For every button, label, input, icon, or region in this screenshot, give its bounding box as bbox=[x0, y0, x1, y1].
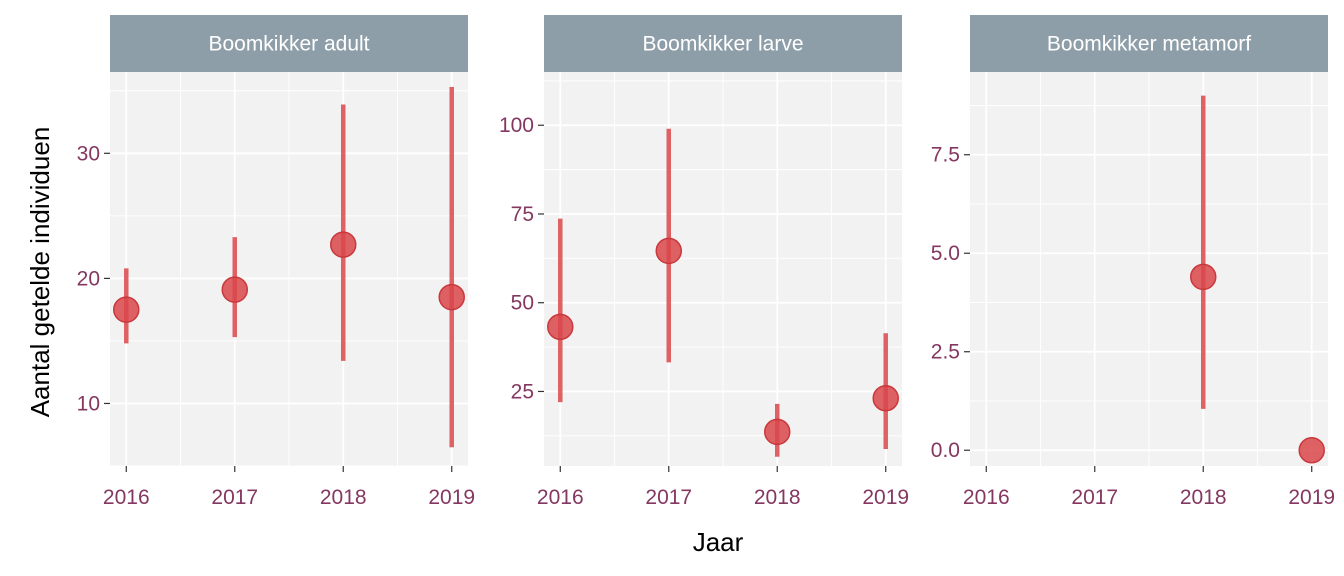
x-tick-label: 2016 bbox=[103, 486, 150, 509]
y-tick-label: 0.0 bbox=[931, 439, 960, 462]
facet-panel-1: 10 20 30 2016 2017 2018 2019 Boomkikker adult bbox=[77, 15, 475, 509]
y-tick-label: 10 bbox=[77, 392, 100, 415]
data-point bbox=[872, 384, 899, 412]
data-point bbox=[547, 313, 574, 341]
data-point bbox=[655, 237, 683, 265]
y-tick-label: 2.5 bbox=[931, 341, 960, 364]
facet-title: Boomkikker larve bbox=[642, 33, 803, 56]
facet-title: Boomkikker adult bbox=[208, 33, 369, 56]
y-tick-label: 5.0 bbox=[931, 242, 960, 265]
x-tick-label: 2019 bbox=[428, 486, 475, 509]
data-point bbox=[1298, 436, 1325, 464]
facet-strip bbox=[544, 15, 902, 72]
data-point bbox=[763, 418, 791, 446]
data-point bbox=[1189, 263, 1217, 291]
x-tick-label: 2016 bbox=[537, 486, 584, 509]
x-tick-label: 2017 bbox=[211, 486, 258, 509]
x-tick-label: 2019 bbox=[862, 486, 909, 509]
facet-panel-2: 25 50 75 100 2016 2017 2018 2019 Boomkikker larv… bbox=[499, 15, 909, 509]
x-tick-label: 2017 bbox=[645, 486, 692, 509]
data-point bbox=[113, 296, 140, 323]
data-point bbox=[438, 283, 465, 311]
y-tick-label: 50 bbox=[511, 292, 534, 315]
facet-strip bbox=[110, 15, 468, 72]
x-tick-label: 2017 bbox=[1071, 486, 1118, 509]
y-tick-label: 20 bbox=[77, 267, 100, 290]
x-tick-label: 2018 bbox=[754, 486, 801, 509]
y-tick-label: 7.5 bbox=[931, 144, 960, 167]
facet-strip bbox=[970, 15, 1328, 72]
data-point bbox=[221, 276, 249, 303]
facet-panels: 10 20 30 2016 2017 2018 2019 Boomkikker adult 25… bbox=[77, 15, 1335, 509]
x-axis-title: Jaar bbox=[693, 527, 744, 557]
y-tick-label: 25 bbox=[511, 380, 534, 403]
x-tick-label: 2019 bbox=[1288, 486, 1335, 509]
facet-panel-3: 0.0 2.5 5.0 7.5 2016 2017 2018 2019 Boomkikker m… bbox=[931, 15, 1335, 509]
y-tick-label: 75 bbox=[511, 203, 534, 226]
y-tick-label: 100 bbox=[499, 114, 534, 137]
y-tick-label: 30 bbox=[77, 142, 100, 165]
data-point bbox=[329, 231, 357, 258]
x-tick-label: 2018 bbox=[320, 486, 367, 509]
facet-title: Boomkikker metamorf bbox=[1047, 33, 1251, 56]
x-tick-label: 2018 bbox=[1180, 486, 1227, 509]
y-axis-title: Aantal getelde individuen bbox=[25, 127, 55, 418]
x-tick-label: 2016 bbox=[963, 486, 1010, 509]
